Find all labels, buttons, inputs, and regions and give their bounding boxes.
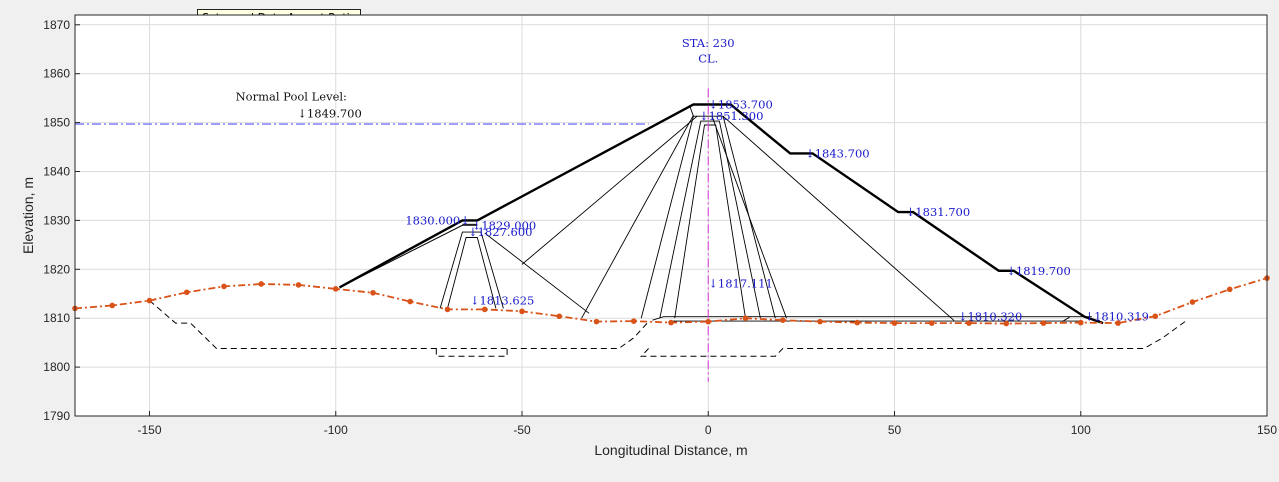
x-tick-label: -100 — [324, 423, 348, 437]
ground-point — [370, 289, 376, 296]
x-tick-label: -150 — [137, 423, 161, 437]
ground-point — [966, 320, 972, 326]
ground-point — [295, 282, 302, 288]
zone-line — [521, 115, 698, 265]
foundation-line-left — [149, 300, 649, 349]
ground-point — [332, 286, 339, 292]
ground-point — [407, 298, 414, 305]
y-axis-label: Elevation, m — [20, 177, 36, 254]
centerline-station-label: STA: 230 — [682, 36, 735, 50]
zone-line — [722, 115, 955, 321]
zone-line — [711, 116, 787, 319]
dam-crest-outline — [338, 103, 1104, 325]
x-tick-label: 50 — [888, 423, 902, 437]
x-tick-label: 0 — [705, 423, 712, 437]
ground-point — [1189, 299, 1196, 305]
zone-line — [484, 232, 590, 314]
ground-point — [928, 320, 935, 326]
ground-point — [1077, 319, 1084, 326]
dam-outline — [338, 103, 1104, 325]
y-tick-label: 1810 — [43, 311, 70, 325]
axis-ticks: -150 -100 -50 0 50 100 150 1790 1800 1810 1820 1830… — [43, 18, 1277, 437]
elevation-annotation: ↓1827.600 — [468, 225, 533, 239]
ground-point — [556, 313, 563, 320]
ground-point — [854, 319, 861, 326]
ground-point — [146, 297, 153, 304]
zone-line — [439, 231, 504, 309]
y-tick-label: 1830 — [43, 213, 70, 227]
elevation-annotations: ↓1853.700↓1851.300 ↓1843.700 ↓1831.700 ↓181… — [405, 97, 1149, 323]
foundation-excavation-lines — [149, 300, 1186, 357]
ground-point — [668, 319, 674, 326]
elevation-annotation: ↓1843.700 — [805, 146, 870, 160]
ground-point — [742, 315, 749, 321]
foundation-line-right — [640, 321, 1186, 357]
elevation-annotation: ↓1829.000 — [472, 218, 537, 232]
y-tick-label: 1860 — [43, 67, 70, 81]
zone-line — [447, 237, 497, 309]
upstream-berm-line — [339, 224, 478, 288]
left-cutoff-trench — [435, 348, 508, 357]
ground-point — [1003, 320, 1010, 327]
plot-area — [75, 15, 1267, 416]
elevation-annotation: ↓1817.111 — [708, 276, 773, 290]
elevation-annotation: ↓1810.320 — [958, 310, 1023, 324]
ground-point — [444, 306, 451, 313]
ground-point — [891, 320, 898, 326]
zone-line — [674, 124, 746, 319]
ground-point — [1115, 320, 1121, 326]
y-tick-label: 1820 — [43, 262, 70, 276]
ground-point — [481, 306, 488, 313]
y-tick-label: 1850 — [43, 116, 70, 130]
ground-point — [1226, 286, 1233, 293]
x-tick-label: 100 — [1071, 423, 1091, 437]
ground-point — [183, 289, 190, 296]
y-tick-label: 1790 — [43, 409, 70, 423]
ground-point — [705, 318, 712, 325]
y-tick-label: 1840 — [43, 164, 70, 178]
normal-pool-level: Normal Pool Level: ↓1849.700 — [75, 90, 649, 125]
zone-line — [581, 115, 694, 319]
ground-profile — [72, 275, 1270, 327]
ground-point — [1152, 313, 1159, 320]
x-tick-label: 150 — [1257, 423, 1277, 437]
pool-level-value: ↓1849.700 — [297, 107, 362, 121]
ground-point — [630, 318, 637, 324]
elevation-annotation: ↓1813.625 — [470, 294, 535, 308]
ground-point — [221, 283, 227, 290]
zone-line — [1061, 316, 1070, 322]
elevation-annotation: 1830.000↓ — [405, 213, 470, 227]
y-tick-label: 1870 — [43, 18, 70, 32]
zone-line — [652, 316, 1092, 321]
elevation-annotation: ↓1851.300 — [699, 109, 764, 123]
elevation-annotation: ↓1831.700 — [906, 205, 971, 219]
ground-point — [1040, 320, 1047, 326]
centerline-cl-label: CL. — [698, 51, 718, 65]
elevation-annotation: ↓1853.700 — [708, 97, 773, 111]
ground-point — [258, 281, 265, 287]
axes-frame — [74, 14, 1268, 417]
zone-line — [659, 120, 761, 319]
dam-internal-zones — [439, 105, 1092, 322]
ground-point — [519, 308, 525, 315]
elevation-annotation: ↓1819.700 — [1006, 264, 1071, 278]
pool-level-label: Normal Pool Level: — [236, 90, 347, 104]
x-tick-label: -50 — [513, 423, 531, 437]
x-axis-label: Longitudinal Distance, m — [594, 442, 747, 458]
ground-point — [593, 318, 600, 325]
elevation-annotation: ↓1810.319 — [1084, 310, 1149, 324]
ground-point — [109, 302, 116, 309]
ground-point — [779, 317, 786, 323]
y-tick-label: 1800 — [43, 360, 70, 374]
ground-point — [817, 318, 823, 325]
